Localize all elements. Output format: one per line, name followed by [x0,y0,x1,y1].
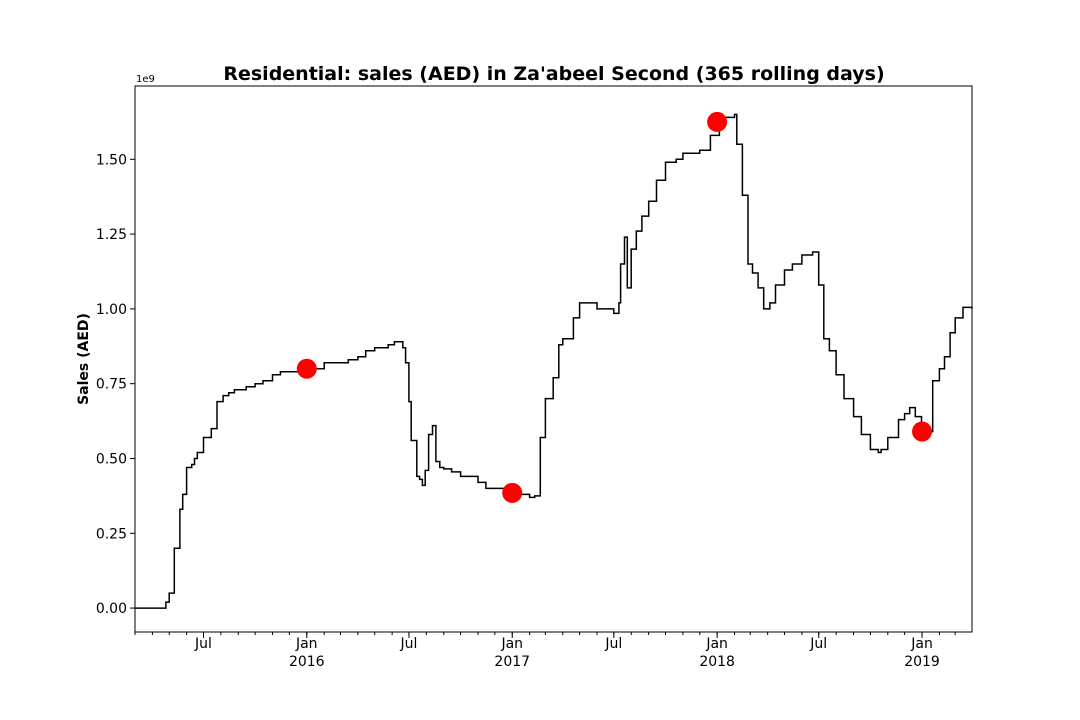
x-tick-label: Jul [809,636,827,652]
x-tick-label: Jan [705,636,728,652]
x-tick-year-label: 2017 [494,654,530,670]
x-axis: Jul Jan 2016 Jul Jan 2017 Jul Jan 2018 Jul Jan 2019 [134,632,956,670]
y-tick-label: 0.25 [96,526,127,542]
y-tick-label: 0.50 [96,451,127,467]
y-tick-label: 1.00 [96,302,127,318]
marker-point [502,482,523,503]
markers [296,111,933,503]
y-tick-label: 1.50 [96,152,127,168]
chart-title: Residential: sales (AED) in Za'abeel Sec… [223,63,884,85]
y-tick-label: 1.25 [96,227,127,243]
x-tick-label: Jul [399,636,417,652]
series-line [135,113,973,609]
x-tick-year-label: 2019 [904,654,940,670]
x-tick-label: Jan [295,636,318,652]
x-tick-label: Jan [500,636,523,652]
marker-point [296,358,317,379]
y-axis-label: Sales (AED) [76,313,92,405]
marker-point [707,111,728,132]
x-tick-label: Jul [194,636,212,652]
x-tick-label: Jan [910,636,933,652]
plot-frame [134,85,973,633]
y-axis-offset-label: 1e9 [136,74,155,85]
y-tick-label: 0.00 [96,601,127,617]
y-tick-label: 0.75 [96,377,127,393]
marker-point [912,421,933,442]
x-tick-year-label: 2018 [699,654,735,670]
y-axis: 0.00 0.25 0.50 0.75 1.00 1.25 1.50 [96,152,135,617]
x-tick-label: Jul [604,636,622,652]
x-tick-year-label: 2016 [289,654,325,670]
